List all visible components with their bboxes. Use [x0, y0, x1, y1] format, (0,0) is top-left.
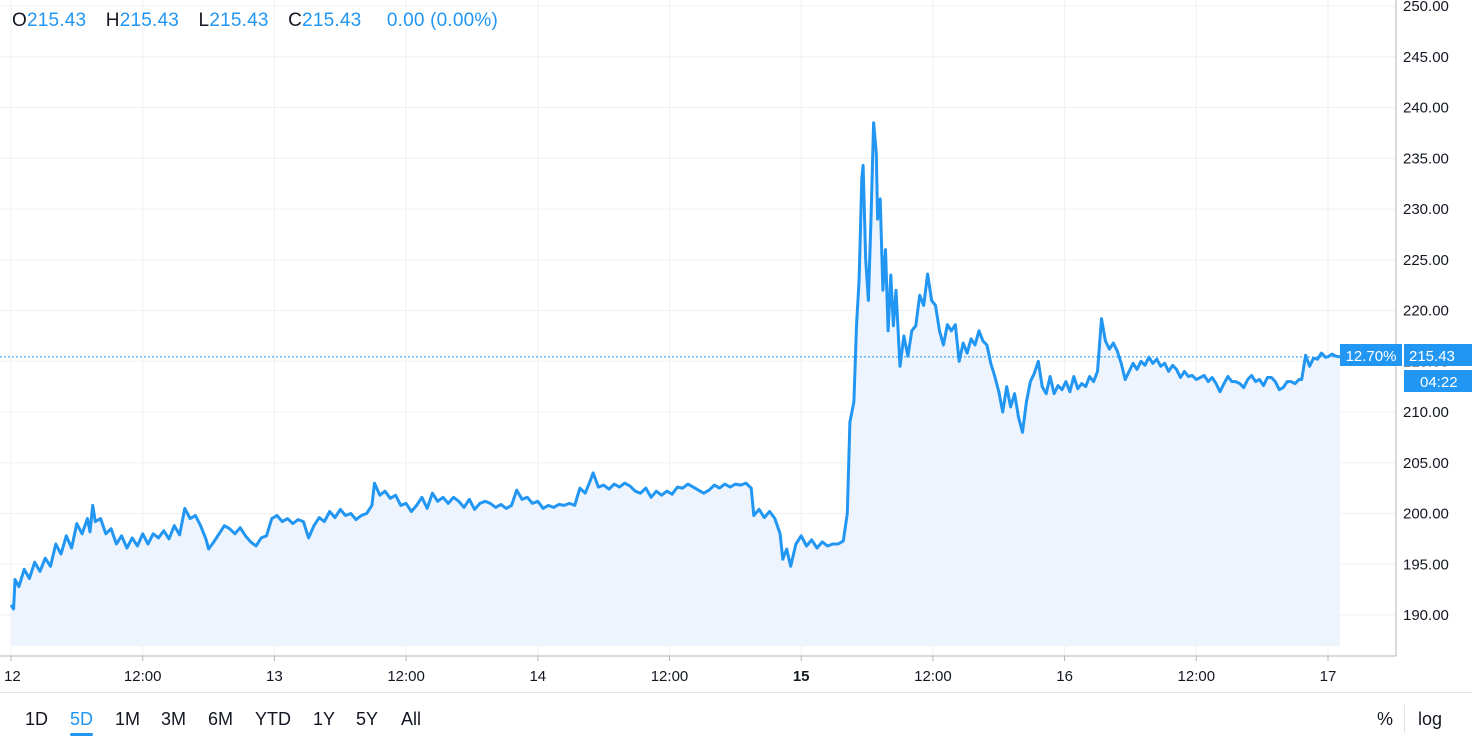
change-value: 0.00 (0.00%)	[386, 10, 499, 31]
x-tick-label: 12:00	[387, 668, 425, 685]
y-tick-label: 230.00	[1403, 201, 1449, 218]
y-tick-label: 245.00	[1403, 49, 1449, 66]
x-tick-label: 13	[266, 668, 283, 685]
range-5d-button[interactable]: 5D	[70, 709, 94, 736]
range-all-button[interactable]: All	[401, 709, 422, 729]
percent-badge: 12.70%	[1340, 344, 1402, 366]
x-tick-label: 12:00	[1178, 668, 1216, 685]
y-tick-label: 220.00	[1403, 303, 1449, 320]
open-value: 215.43	[26, 10, 87, 31]
x-tick-label: 14	[529, 668, 546, 685]
range-6m-button[interactable]: 6M	[208, 709, 234, 729]
y-tick-label: 200.00	[1403, 506, 1449, 523]
price-line[interactable]	[9, 121, 1341, 611]
x-tick-label: 12:00	[651, 668, 689, 685]
close-value: 215.43	[302, 10, 362, 31]
range-1m-button[interactable]: 1M	[115, 709, 141, 729]
log-scale-button[interactable]: log	[1418, 709, 1443, 729]
y-tick-label: 250.00	[1403, 0, 1449, 15]
y-tick-label: 225.00	[1403, 252, 1449, 269]
price-axis[interactable]: 190.00195.00200.00205.00210.00215.00220.…	[1403, 0, 1449, 624]
open-label: O	[12, 10, 27, 31]
y-tick-label: 235.00	[1403, 150, 1449, 167]
x-tick-label: 15	[793, 668, 810, 685]
x-tick-label: 17	[1320, 668, 1337, 685]
ohlc-legend: O215.43 H215.43 L215.43 C215.43 0.00 (0.…	[12, 10, 498, 32]
range-3m-button[interactable]: 3M	[161, 709, 187, 729]
high-value: 215.43	[119, 10, 180, 31]
price-area-fill	[11, 122, 1340, 646]
range-1y-button[interactable]: 1Y	[313, 709, 336, 729]
last-price-badge: 215.43	[1404, 344, 1472, 366]
y-tick-label: 195.00	[1403, 556, 1449, 573]
range-1d-button[interactable]: 1D	[25, 709, 49, 729]
countdown-badge-text: 04:22	[1420, 374, 1458, 391]
high-label: H	[105, 10, 120, 31]
x-tick-label: 12	[4, 668, 21, 685]
close-label: C	[288, 10, 303, 31]
y-tick-label: 240.00	[1403, 100, 1449, 117]
scale-divider	[1404, 705, 1405, 733]
low-label: L	[198, 10, 210, 31]
x-tick-label: 16	[1056, 668, 1073, 685]
time-axis[interactable]: 12 12:00 13 12:00 14 12:00 15 12:00 16 12:00 17	[4, 656, 1336, 685]
x-tick-label: 12:00	[124, 668, 162, 685]
y-tick-label: 210.00	[1403, 404, 1449, 421]
percent-scale-button[interactable]: %	[1377, 709, 1394, 729]
y-tick-label: 205.00	[1403, 455, 1449, 472]
price-chart[interactable]: 190.00195.00200.00205.00210.00215.00220.…	[0, 0, 1472, 692]
low-value: 215.43	[209, 10, 269, 31]
range-ytd-button[interactable]: YTD	[255, 709, 291, 729]
x-tick-label: 12:00	[914, 668, 952, 685]
countdown-badge: 04:22	[1404, 370, 1472, 392]
percent-badge-text: 12.70%	[1346, 348, 1397, 365]
range-toolbar: 1D 5D 1M 3M 6M YTD 1Y 5Y All % log	[0, 692, 1472, 742]
last-price-badge-text: 215.43	[1409, 348, 1455, 365]
range-5y-button[interactable]: 5Y	[356, 709, 379, 729]
y-tick-label: 190.00	[1403, 607, 1449, 624]
